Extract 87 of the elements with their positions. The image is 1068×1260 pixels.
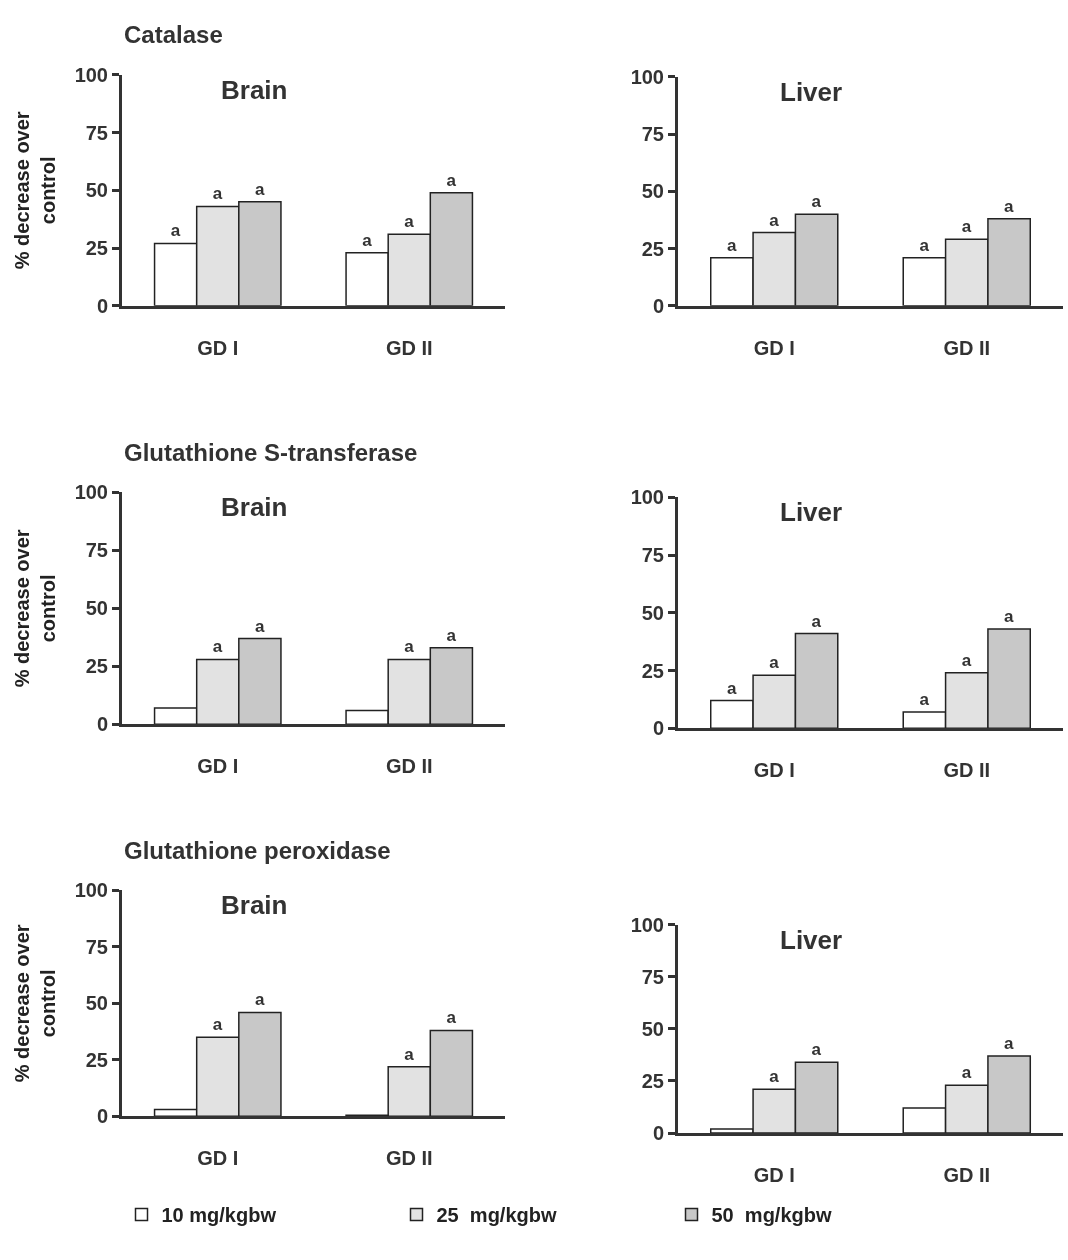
y-tick-label: 100 <box>630 486 664 509</box>
y-tick-label: 75 <box>641 965 664 988</box>
y-tick-label: 0 <box>652 294 664 317</box>
data-label: a <box>769 210 780 230</box>
chart-subtitle: Brain <box>221 890 288 920</box>
y-tick-label: 50 <box>85 597 108 620</box>
chart-title: Catalase <box>124 21 223 48</box>
data-label: a <box>212 1015 223 1035</box>
data-label: a <box>446 625 457 645</box>
y-tick-label: 75 <box>85 539 108 562</box>
data-label: a <box>1004 1033 1015 1053</box>
x-tick-label: GD I <box>197 755 239 778</box>
data-label: a <box>961 650 972 670</box>
data-label: a <box>254 990 265 1010</box>
y-tick-label: 100 <box>74 63 108 86</box>
data-label: a <box>404 637 415 657</box>
y-tick-label: 25 <box>85 237 108 260</box>
x-tick-label: GD I <box>197 336 239 359</box>
data-label: a <box>919 235 930 255</box>
y-tick-label: 100 <box>630 913 664 936</box>
y-tick-label: 75 <box>641 544 664 567</box>
x-tick-label: GD I <box>753 1164 795 1187</box>
data-label: a <box>961 217 972 237</box>
x-tick-label: GD I <box>753 759 795 782</box>
y-tick-label: 0 <box>652 1122 664 1145</box>
data-label: a <box>362 230 373 250</box>
data-label: a <box>811 1040 822 1060</box>
data-label: a <box>404 1044 415 1064</box>
chart-subtitle: Liver <box>780 497 843 527</box>
data-label: a <box>254 179 265 199</box>
data-label: a <box>726 235 737 255</box>
x-tick-label: GD I <box>197 1147 239 1170</box>
y-tick-label: 25 <box>85 1048 108 1071</box>
x-tick-label: GD II <box>385 336 433 359</box>
y-tick-label: 0 <box>96 294 108 317</box>
data-label: a <box>769 653 780 673</box>
data-label: a <box>446 1008 457 1028</box>
data-label: a <box>811 192 822 212</box>
x-tick-label: GD II <box>385 1147 433 1170</box>
chart-subtitle: Brain <box>221 492 288 522</box>
data-label: a <box>446 170 457 190</box>
y-tick-label: 50 <box>85 179 108 202</box>
y-tick-label: 50 <box>85 992 108 1015</box>
y-axis-title: % decrease over control <box>11 111 60 270</box>
data-label: a <box>1004 606 1015 626</box>
x-tick-label: GD II <box>385 755 433 778</box>
y-tick-label: 75 <box>641 123 664 146</box>
legend-label: 10 mg/kgbw <box>161 1204 277 1227</box>
data-label: a <box>212 637 223 657</box>
y-tick-label: 50 <box>641 1017 664 1040</box>
legend-label: 50 mg/kgbw <box>711 1204 832 1227</box>
y-axis-title: % decrease over control <box>11 529 60 688</box>
data-label: a <box>961 1063 972 1083</box>
data-label: a <box>404 212 415 232</box>
chart-subtitle: Brain <box>221 75 288 105</box>
data-label: a <box>919 690 930 710</box>
y-tick-label: 100 <box>74 481 108 504</box>
y-tick-label: 25 <box>85 655 108 678</box>
y-tick-label: 75 <box>85 935 108 958</box>
y-axis-title: % decrease over control <box>11 924 60 1083</box>
y-tick-label: 100 <box>630 65 664 88</box>
y-tick-label: 100 <box>74 879 108 902</box>
x-tick-label: GD II <box>943 759 991 782</box>
y-tick-label: 25 <box>641 1069 664 1092</box>
legend-label: 25 mg/kgbw <box>436 1204 557 1227</box>
y-tick-label: 50 <box>641 601 664 624</box>
y-tick-label: 75 <box>85 121 108 144</box>
y-tick-label: 0 <box>652 717 664 740</box>
chart-subtitle: Liver <box>780 925 843 955</box>
data-label: a <box>769 1067 780 1087</box>
chart-title: Glutathione peroxidase <box>124 837 391 864</box>
y-tick-label: 25 <box>641 659 664 682</box>
chart-title: Glutathione S-transferase <box>124 439 418 466</box>
y-tick-label: 0 <box>96 1105 108 1128</box>
x-tick-label: GD II <box>943 336 991 359</box>
data-label: a <box>811 611 822 631</box>
y-tick-label: 50 <box>641 180 664 203</box>
chart-subtitle: Liver <box>780 77 843 107</box>
x-tick-label: GD I <box>753 336 795 359</box>
data-label: a <box>254 616 265 636</box>
x-tick-label: GD II <box>943 1164 991 1187</box>
y-tick-label: 25 <box>641 237 664 260</box>
y-tick-label: 0 <box>96 713 108 736</box>
data-label: a <box>212 184 223 204</box>
data-label: a <box>726 678 737 698</box>
data-label: a <box>1004 196 1015 216</box>
data-label: a <box>170 221 181 241</box>
